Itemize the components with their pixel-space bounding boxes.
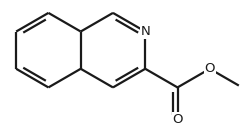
- Text: O: O: [172, 113, 183, 126]
- Text: O: O: [204, 62, 215, 75]
- Text: N: N: [140, 25, 150, 38]
